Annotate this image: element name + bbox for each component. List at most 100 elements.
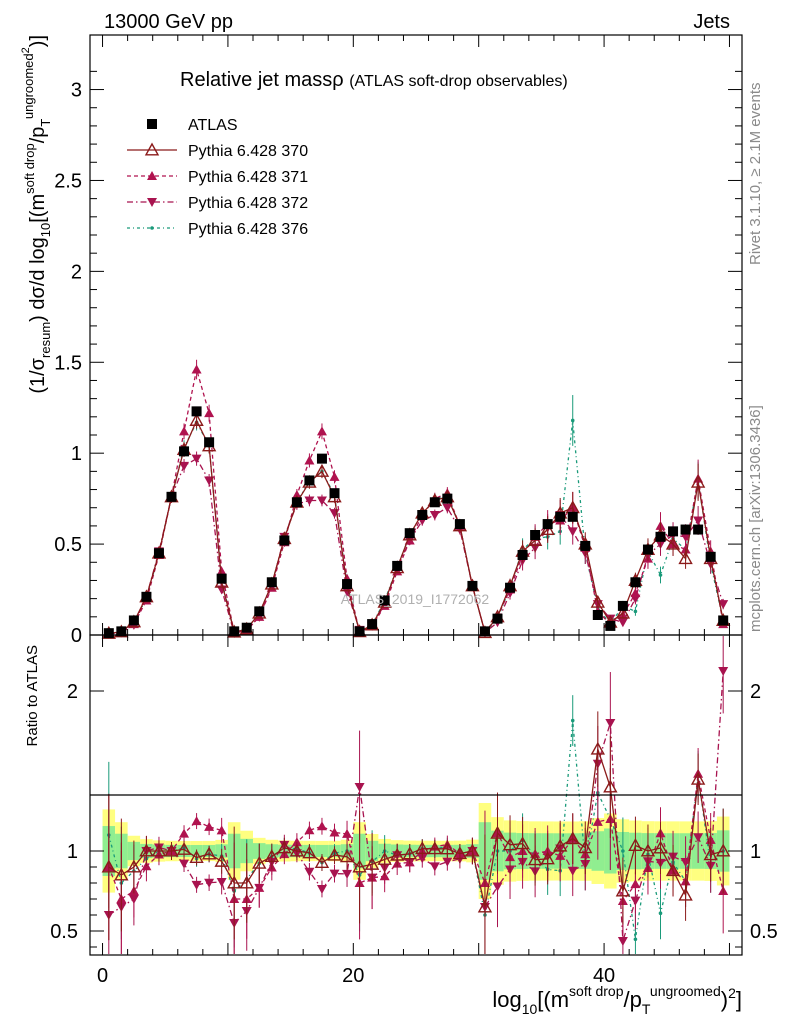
atlas-point (254, 606, 265, 617)
series-point (718, 600, 729, 610)
chart-title-main: Relative jet massρ (180, 69, 344, 91)
main-y-tick-label: 3 (71, 80, 82, 102)
series-point (615, 605, 631, 619)
series-point (179, 426, 190, 436)
main-y-tick-label: 2.5 (54, 170, 82, 192)
ratio-y-tick-label-right: 0.5 (750, 921, 778, 943)
side-label-top: Rivet 3.1.10, ≥ 2.1M events (747, 83, 764, 266)
atlas-point (342, 579, 353, 590)
series-point (316, 426, 327, 436)
series-point (567, 527, 578, 537)
x-tick-label: 0 (97, 965, 108, 987)
legend-item: Pythia 6.428 372 (127, 195, 308, 212)
atlas-point (668, 526, 679, 537)
main-y-tick-label: 2 (71, 261, 82, 283)
x-tick-label: 20 (342, 965, 364, 987)
series-point (314, 463, 330, 477)
atlas-point (417, 510, 428, 520)
ylabel-end: )] (27, 35, 49, 47)
series-point (216, 566, 227, 576)
ylabel-pre: (1/σ (27, 357, 49, 393)
legend-marker (144, 142, 160, 156)
atlas-point (379, 595, 390, 606)
series-point (429, 511, 440, 520)
series-point (191, 364, 202, 374)
series-line (108, 418, 724, 635)
legend-item: Pythia 6.428 370 (127, 142, 308, 160)
band-stat (315, 844, 329, 858)
series-point (678, 551, 693, 565)
main-y-axis-label: (1/σresum) dσ/d log10[(msoft drop/pTungr… (20, 35, 53, 394)
atlas-point (705, 551, 716, 562)
atlas-point (454, 519, 465, 530)
atlas-point (191, 406, 202, 417)
series-point (204, 408, 215, 418)
legend-label: Pythia 6.428 371 (188, 169, 308, 186)
series-point (291, 490, 302, 499)
ylabel-post: [(m (27, 194, 49, 223)
atlas-point (693, 524, 704, 535)
atlas-point (279, 535, 290, 546)
ylabel-sup3: 2 (20, 47, 32, 53)
series-point (329, 509, 340, 519)
atlas-point (605, 620, 616, 631)
atlas-point (404, 528, 415, 539)
series-point (191, 454, 202, 464)
ratio-y-tick-label-left: 0.5 (50, 921, 78, 943)
series-point (304, 455, 315, 465)
atlas-point (354, 626, 365, 637)
atlas-point (229, 626, 240, 637)
atlas-point (680, 524, 691, 535)
legend-label: Pythia 6.428 370 (188, 143, 308, 160)
atlas-point (505, 582, 516, 593)
xlabel-mid: [(m (537, 987, 569, 1012)
atlas-point (316, 453, 327, 464)
series-point (590, 594, 605, 608)
side-label-bottom: mcplots.cern.ch [arXiv:1306.3436] (747, 405, 764, 632)
atlas-point (442, 493, 453, 504)
series-point (690, 474, 706, 488)
legend-item: Pythia 6.428 376 (127, 221, 308, 238)
xlabel-slash: /p (624, 987, 642, 1012)
legend-label: Pythia 6.428 376 (188, 221, 308, 238)
series-point (630, 588, 641, 598)
atlas-point (479, 626, 490, 637)
series-1-ratio (101, 711, 731, 954)
atlas-point (392, 560, 403, 571)
ratio-y-tick-label-right: 2 (750, 681, 761, 703)
atlas-point (116, 626, 127, 637)
atlas-point (655, 531, 666, 542)
ylabel-sub3: T (38, 119, 53, 127)
atlas-point (542, 519, 553, 530)
ylabel-mid: ) dσ/d log (27, 237, 49, 322)
series-point (316, 496, 327, 506)
atlas-point (580, 540, 591, 551)
atlas-point (103, 628, 114, 639)
legend: ATLAS Pythia 6.428 370 Pythia 6.428 371 Pyt… (127, 117, 308, 238)
series-point (442, 503, 453, 513)
main-y-tick-label: 1 (71, 443, 82, 465)
main-y-tick-label: 0.5 (54, 534, 82, 556)
xlabel-sup3: 2 (728, 985, 736, 1001)
series-point (189, 413, 204, 426)
atlas-point (718, 615, 729, 626)
xlabel-close: ] (736, 987, 742, 1012)
ylabel-slash: /p (27, 127, 49, 144)
header-left: 13000 GeV pp (104, 11, 233, 33)
atlas-point (179, 446, 190, 457)
xlabel-sup2: ungroomed (650, 983, 721, 999)
header-right: Jets (693, 11, 730, 33)
xlabel-sub1: 10 (522, 1001, 538, 1017)
ratio-y-tick-label-left: 1 (67, 841, 78, 863)
legend-marker (150, 226, 154, 230)
atlas-point (517, 550, 528, 560)
legend-marker (147, 171, 157, 180)
ratio-line (108, 720, 724, 940)
atlas-point (642, 544, 653, 555)
series-point (329, 471, 340, 481)
atlas-point (204, 437, 215, 448)
atlas-point (530, 530, 541, 540)
tick-labels: 0 20 40 0 0.5 1 1.5 2 2.5 3 0.5 0.5 1 1 2 2 (50, 80, 778, 987)
axes-ticks (90, 35, 742, 955)
atlas-point (166, 491, 177, 502)
